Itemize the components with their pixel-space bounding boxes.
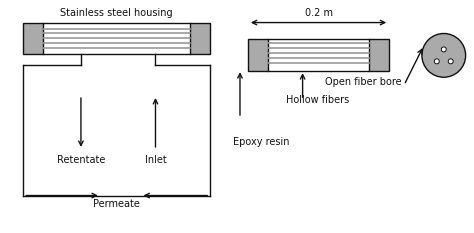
Text: Permeate: Permeate	[93, 199, 140, 209]
Text: Hollow fibers: Hollow fibers	[286, 95, 349, 105]
Text: Inlet: Inlet	[145, 155, 166, 165]
Ellipse shape	[422, 34, 465, 77]
Text: Stainless steel housing: Stainless steel housing	[60, 8, 173, 18]
Bar	[23, 23, 43, 54]
Text: Epoxy resin: Epoxy resin	[233, 137, 290, 147]
Ellipse shape	[434, 59, 439, 64]
Ellipse shape	[441, 47, 446, 52]
Ellipse shape	[448, 59, 453, 64]
Text: Open fiber bore: Open fiber bore	[325, 77, 402, 87]
Bar	[190, 23, 210, 54]
Bar	[369, 39, 389, 71]
Bar	[248, 39, 268, 71]
Text: 0.2 m: 0.2 m	[304, 8, 333, 18]
Text: Retentate: Retentate	[57, 155, 105, 165]
